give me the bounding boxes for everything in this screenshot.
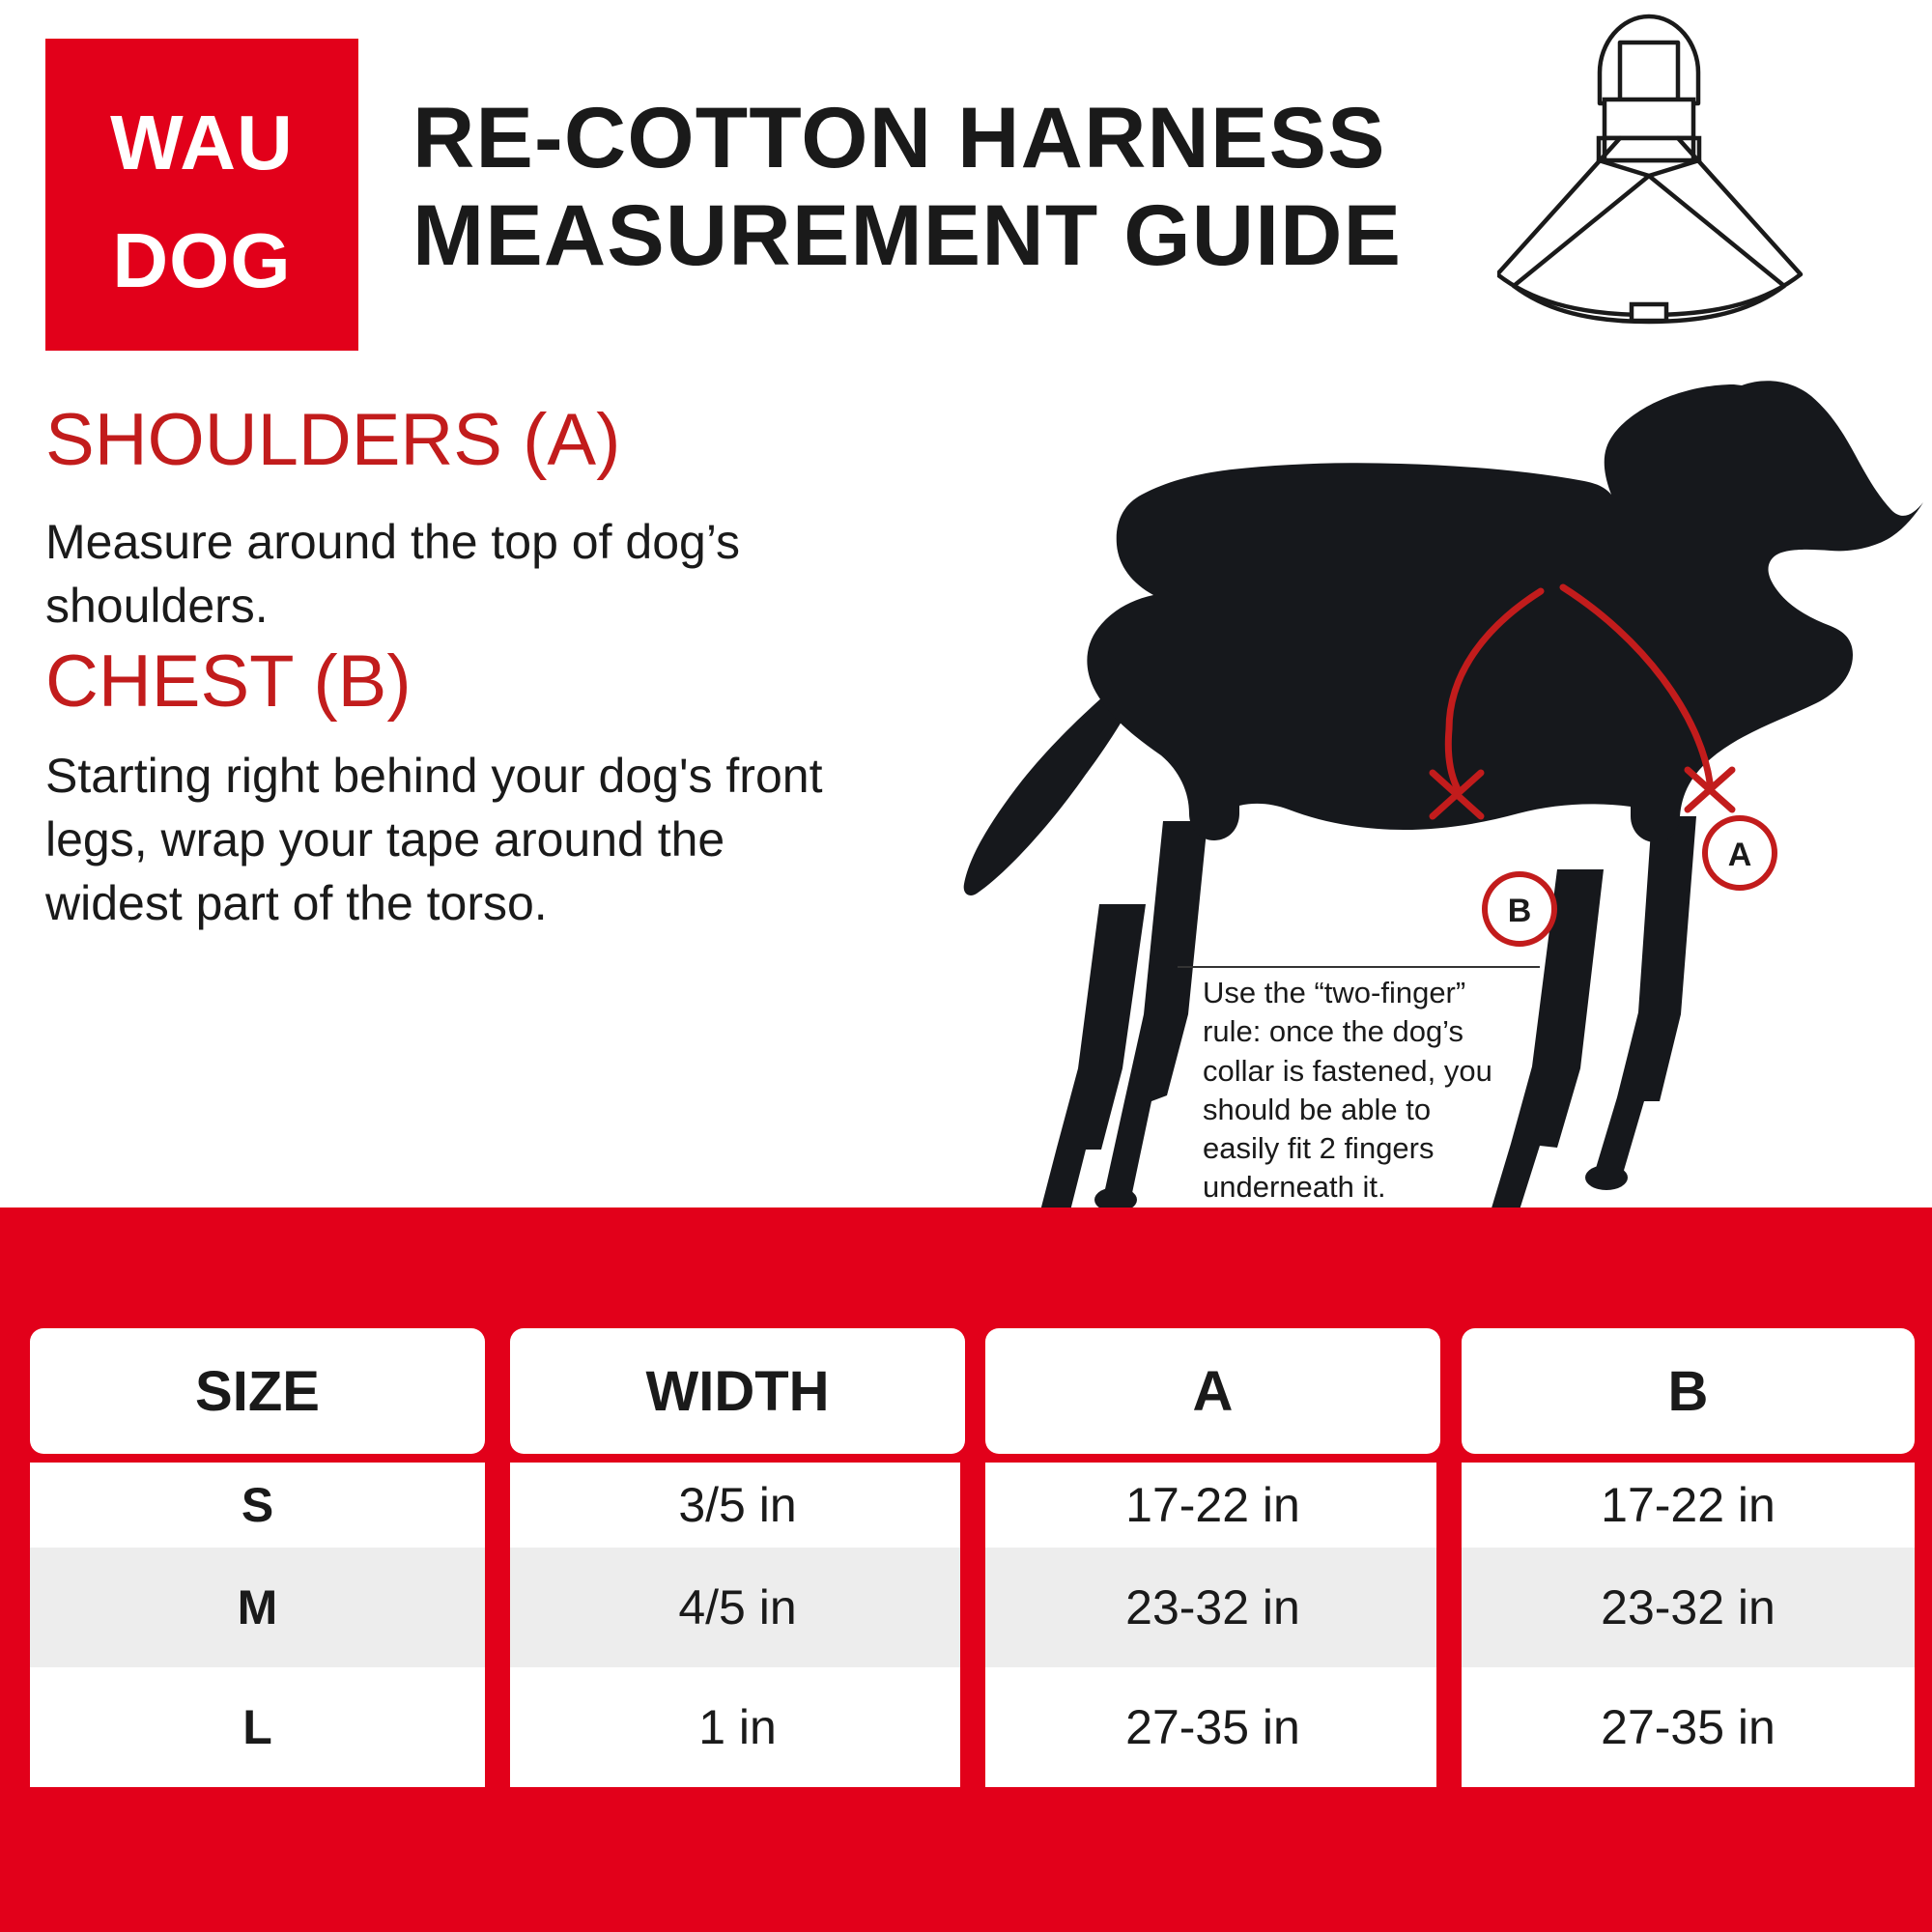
svg-text:A: A: [1728, 837, 1752, 873]
svg-text:B: B: [1508, 893, 1532, 929]
